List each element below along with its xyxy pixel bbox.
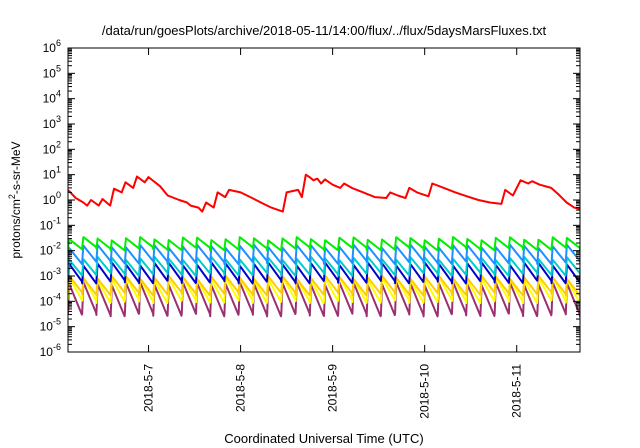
series-line xyxy=(68,236,580,252)
series-line-red xyxy=(68,173,580,213)
y-axis-label-rest: -s-sr-MeV xyxy=(9,141,23,194)
y-tick-base: 10 xyxy=(40,345,54,359)
y-axis-label-main: protons/cm xyxy=(9,199,23,258)
y-tick-label: 100 xyxy=(43,190,61,207)
y-tick-base: 10 xyxy=(43,142,57,156)
x-tick-label: 2018-5-7 xyxy=(142,364,156,412)
y-axis-label-sup: 2 xyxy=(7,194,17,199)
y-tick-label: 101 xyxy=(43,165,61,182)
y-tick-label: 10-4 xyxy=(40,291,61,308)
y-axis-ticks: 10-610-510-410-310-210-11001011021031041… xyxy=(40,38,580,359)
y-tick-exponent: -4 xyxy=(53,291,61,301)
y-tick-exponent: -1 xyxy=(53,215,61,225)
y-tick-base: 10 xyxy=(40,244,54,258)
y-tick-label: 10-5 xyxy=(40,317,61,334)
y-tick-base: 10 xyxy=(40,269,54,283)
x-tick-label: 2018-5-11 xyxy=(510,364,524,418)
y-tick-label: 10-2 xyxy=(40,241,61,258)
y-tick-base: 10 xyxy=(40,218,54,232)
x-tick-label: 2018-5-9 xyxy=(326,364,340,412)
y-tick-base: 10 xyxy=(43,66,57,80)
y-tick-base: 10 xyxy=(40,320,54,334)
x-tick-label: 2018-5-8 xyxy=(234,364,248,412)
y-tick-exponent: 6 xyxy=(56,38,61,48)
y-tick-exponent: 2 xyxy=(56,139,61,149)
y-tick-exponent: 5 xyxy=(56,63,61,73)
y-tick-exponent: 1 xyxy=(56,165,61,175)
y-tick-exponent: -5 xyxy=(53,317,61,327)
y-tick-base: 10 xyxy=(43,117,57,131)
y-tick-base: 10 xyxy=(40,294,54,308)
y-tick-exponent: 0 xyxy=(56,190,61,200)
y-tick-exponent: 3 xyxy=(56,114,61,124)
chart-title: /data/run/goesPlots/archive/2018-05-11/1… xyxy=(102,23,547,38)
y-tick-exponent: 4 xyxy=(56,89,61,99)
y-tick-exponent: -6 xyxy=(53,342,61,352)
y-axis-label: protons/cm2-s-sr-MeV xyxy=(7,141,23,258)
y-tick-label: 10-1 xyxy=(40,215,61,232)
y-tick-base: 10 xyxy=(43,41,57,55)
y-tick-exponent: -3 xyxy=(53,266,61,276)
y-tick-label: 105 xyxy=(43,63,61,80)
y-tick-exponent: -2 xyxy=(53,241,61,251)
y-tick-label: 103 xyxy=(43,114,61,131)
y-tick-label: 10-6 xyxy=(40,342,61,359)
y-tick-base: 10 xyxy=(43,168,57,182)
y-tick-base: 10 xyxy=(43,92,57,106)
y-tick-label: 102 xyxy=(43,139,61,156)
y-tick-label: 106 xyxy=(43,38,61,55)
x-tick-label: 2018-5-10 xyxy=(418,364,432,419)
y-tick-label: 104 xyxy=(43,89,61,106)
series-layer xyxy=(68,173,580,318)
y-tick-base: 10 xyxy=(43,193,57,207)
series-line xyxy=(68,243,580,265)
x-axis-ticks: 2018-5-7 2018-5-8 2018-5-9 2018-5-10 2018-5-… xyxy=(142,48,524,419)
y-tick-label: 10-3 xyxy=(40,266,61,283)
x-axis-label: Coordinated Universal Time (UTC) xyxy=(224,431,423,446)
